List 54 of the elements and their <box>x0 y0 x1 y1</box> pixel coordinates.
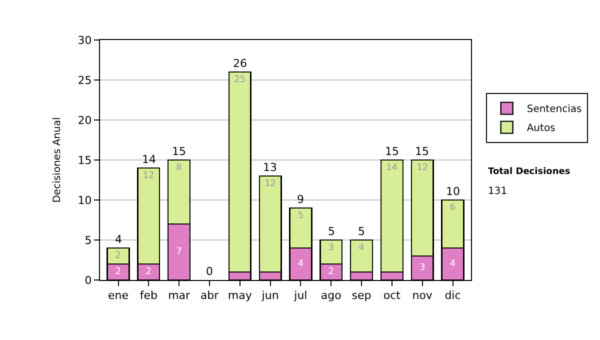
total-label: 15 <box>385 145 399 158</box>
total-label: 14 <box>142 153 156 166</box>
data-label: 14 <box>386 163 398 173</box>
data-label: 12 <box>142 171 154 181</box>
data-label: 25 <box>234 75 246 85</box>
x-tick-label: abr <box>200 289 220 302</box>
x-tick-label: mar <box>168 289 191 302</box>
text: Total Decisiones <box>488 167 570 177</box>
y-tick-label: 25 <box>78 74 92 87</box>
x-tick-label: sep <box>352 289 372 302</box>
total-label: 15 <box>172 145 186 158</box>
total-label: 13 <box>263 161 277 174</box>
x-tick-label: feb <box>140 289 158 302</box>
x-tick-label: nov <box>412 289 433 302</box>
data-label: 4 <box>298 259 304 269</box>
total-label: 15 <box>415 145 429 158</box>
x-tick-label: ene <box>108 289 129 302</box>
data-label: 4 <box>450 259 456 269</box>
total-label: 9 <box>297 193 304 206</box>
total-label: 5 <box>358 225 365 238</box>
data-label: 3 <box>419 263 426 273</box>
data-label: 2 <box>115 251 122 261</box>
data-label: 3 <box>328 243 334 253</box>
data-label: 2 <box>328 267 334 277</box>
y-axis-title: Decisiones Anual <box>52 117 63 203</box>
x-tick-label: oct <box>383 289 402 302</box>
data-label: 6 <box>450 203 456 213</box>
y-tick-label: 5 <box>84 234 92 247</box>
data-label: 12 <box>416 163 428 173</box>
y-tick-label: 10 <box>78 194 92 207</box>
y-tick-label: 15 <box>78 154 92 167</box>
x-tick-label: jul <box>293 289 308 302</box>
total-label: 10 <box>446 185 460 198</box>
x-tick-label: ago <box>320 289 342 302</box>
text: 131 <box>488 186 508 197</box>
total-label: 4 <box>115 233 122 246</box>
y-tick-label: 30 <box>78 34 92 47</box>
y-tick-label: 0 <box>84 274 92 287</box>
data-label: 2 <box>115 267 122 277</box>
legend-label: Sentencias <box>526 104 582 116</box>
data-label: 12 <box>264 179 276 189</box>
total-label: 26 <box>233 57 247 70</box>
legend-label: Autos <box>526 123 556 134</box>
y-tick-label: 20 <box>78 114 92 127</box>
total-label: 5 <box>328 225 335 238</box>
data-label: 5 <box>298 211 304 221</box>
data-label: 8 <box>176 163 182 173</box>
data-label: 2 <box>146 267 152 277</box>
data-label: 7 <box>176 247 182 257</box>
x-tick-label: jun <box>260 289 279 302</box>
x-tick-label: dic <box>444 289 461 302</box>
x-tick-label: may <box>228 289 252 302</box>
data-label: 4 <box>358 243 365 253</box>
total-label: 0 <box>206 265 213 278</box>
